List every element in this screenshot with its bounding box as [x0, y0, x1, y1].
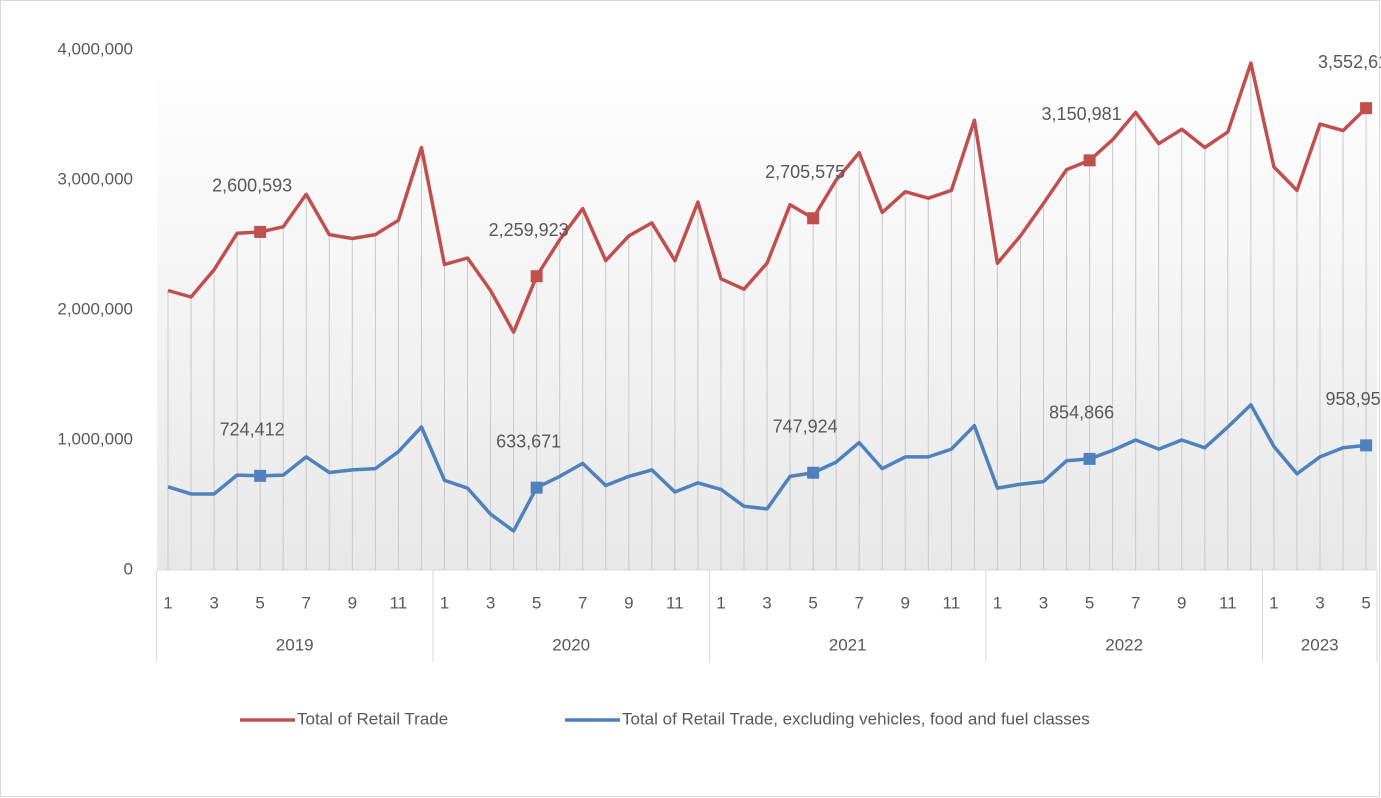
- year-label: 2019: [276, 635, 314, 654]
- data-label: 724,412: [220, 420, 285, 440]
- x-tick-label: 11: [943, 593, 961, 612]
- y-tick-label: 1,000,000: [57, 429, 133, 448]
- marker: [530, 270, 543, 283]
- year-label: 2022: [1105, 635, 1143, 654]
- y-tick-label: 3,000,000: [57, 169, 133, 188]
- data-label: 854,866: [1049, 403, 1114, 423]
- y-tick-label: 0: [124, 559, 133, 578]
- data-label: 2,705,575: [765, 162, 845, 182]
- x-tick-label: 11: [390, 593, 408, 612]
- x-tick-label: 7: [854, 593, 863, 612]
- x-tick-label: 3: [762, 593, 771, 612]
- x-tick-label: 9: [901, 593, 910, 612]
- x-tick-label: 7: [1131, 593, 1140, 612]
- data-label: 2,600,593: [212, 176, 292, 196]
- year-label: 2023: [1301, 635, 1339, 654]
- x-tick-label: 7: [578, 593, 587, 612]
- y-tick-label: 2,000,000: [57, 299, 133, 318]
- marker: [807, 212, 820, 225]
- marker: [1083, 154, 1096, 167]
- x-tick-label: 9: [624, 593, 633, 612]
- x-tick-label: 5: [532, 593, 541, 612]
- x-tick-label: 5: [1361, 593, 1370, 612]
- marker: [1083, 452, 1096, 465]
- x-tick-label: 7: [302, 593, 311, 612]
- x-tick-label: 1: [993, 593, 1002, 612]
- x-tick-label: 1: [716, 593, 725, 612]
- x-tick-label: 9: [1177, 593, 1186, 612]
- data-label: 633,671: [496, 431, 561, 451]
- marker: [1360, 439, 1373, 452]
- x-tick-label: 11: [1219, 593, 1237, 612]
- x-tick-label: 1: [1269, 593, 1278, 612]
- x-tick-label: 1: [440, 593, 449, 612]
- data-label: 2,259,923: [489, 220, 569, 240]
- marker: [254, 225, 267, 238]
- year-label: 2021: [829, 635, 867, 654]
- x-tick-label: 3: [1315, 593, 1324, 612]
- data-label: 958,952: [1326, 389, 1381, 409]
- x-tick-label: 3: [1039, 593, 1048, 612]
- series-line: [167, 61, 1368, 334]
- marker: [254, 469, 267, 482]
- x-tick-label: 9: [348, 593, 357, 612]
- x-tick-label: 1: [163, 593, 172, 612]
- marker: [807, 466, 820, 479]
- x-tick-label: 3: [209, 593, 218, 612]
- x-tick-label: 5: [255, 593, 264, 612]
- legend-label: Total of Retail Trade: [297, 709, 448, 728]
- data-label: 3,552,613: [1318, 52, 1381, 72]
- marker: [530, 481, 543, 494]
- x-tick-label: 11: [666, 593, 684, 612]
- legend-label: Total of Retail Trade, excluding vehicle…: [622, 709, 1090, 728]
- data-label: 747,924: [773, 417, 838, 437]
- series-line: [167, 403, 1367, 533]
- x-tick-label: 5: [808, 593, 817, 612]
- x-tick-label: 3: [486, 593, 495, 612]
- year-label: 2020: [552, 635, 590, 654]
- marker: [1360, 102, 1373, 115]
- y-tick-label: 4,000,000: [57, 39, 133, 58]
- data-label: 3,150,981: [1042, 104, 1122, 124]
- x-tick-label: 5: [1085, 593, 1094, 612]
